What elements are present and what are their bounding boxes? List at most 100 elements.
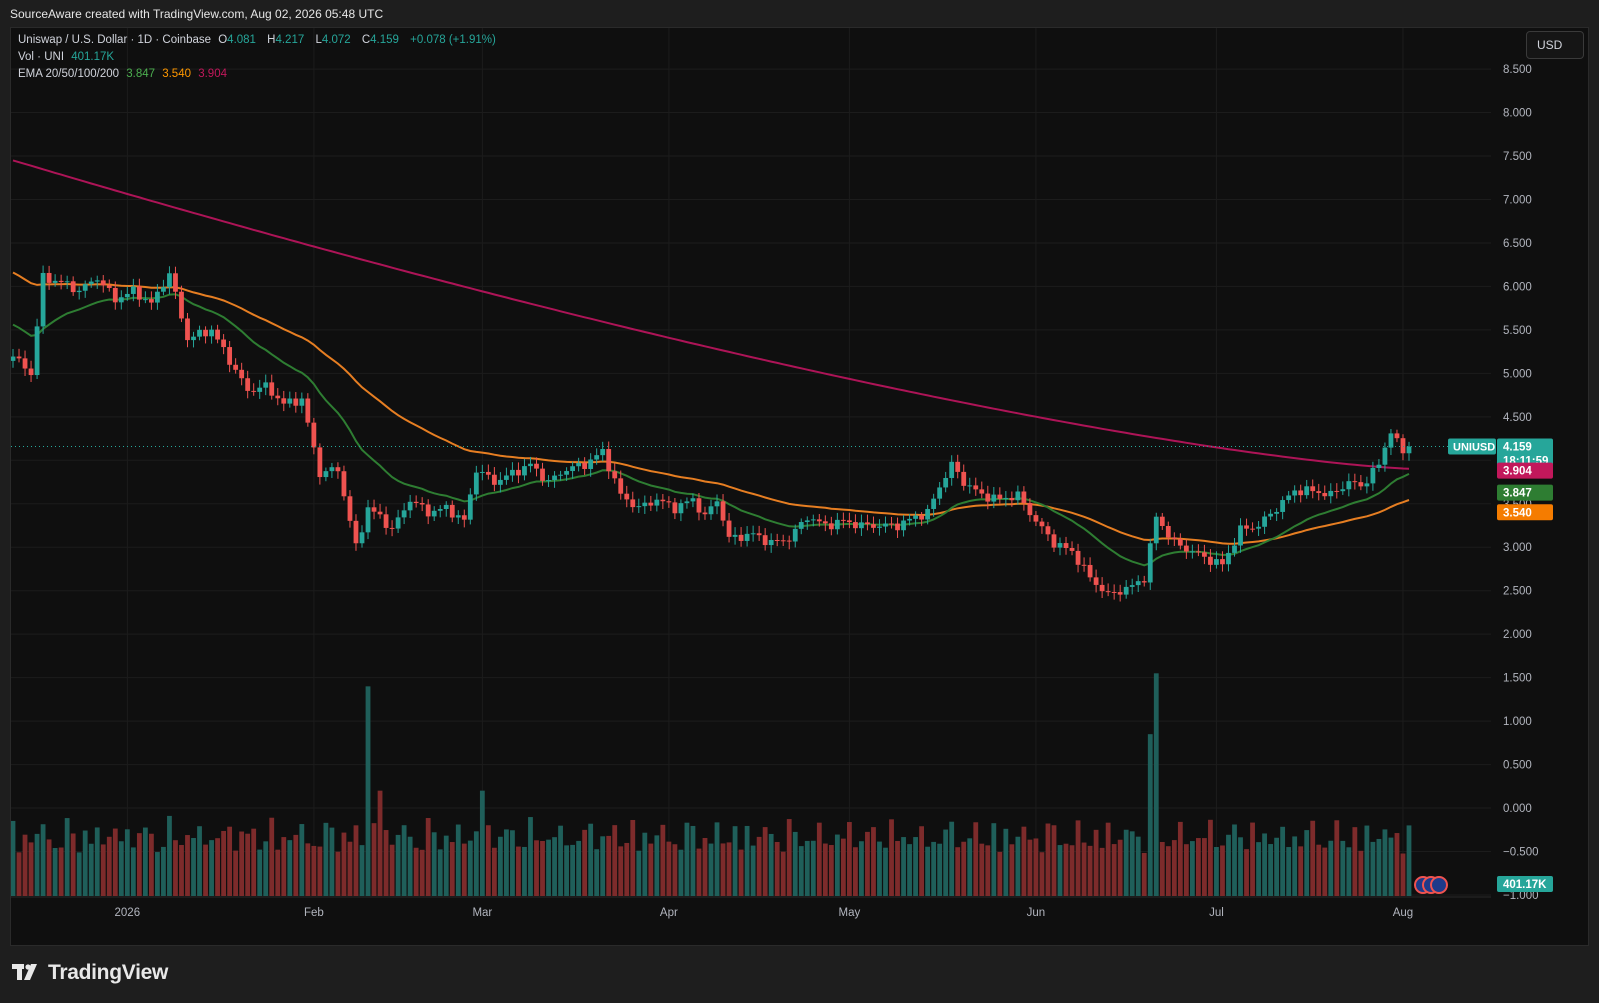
volume-bar	[173, 840, 178, 896]
candle	[185, 318, 190, 341]
candle	[1244, 525, 1249, 529]
candle	[1352, 481, 1358, 483]
candle	[311, 422, 317, 448]
volume-bar	[1286, 847, 1292, 896]
legend-volume: Vol · UNI 401.17K	[18, 51, 118, 63]
volume-bar	[64, 818, 70, 896]
candle	[654, 499, 660, 506]
volume-bar	[684, 822, 690, 896]
volume-bar	[377, 790, 383, 896]
volume-bar	[865, 831, 870, 896]
volume-bar	[365, 686, 371, 896]
volume-bar	[1208, 819, 1213, 896]
candle	[1045, 526, 1051, 535]
volume-bar	[88, 843, 94, 896]
candle	[1111, 591, 1117, 593]
volume-bar	[1358, 850, 1364, 896]
candle	[690, 498, 696, 502]
candle	[40, 272, 46, 327]
volume-bar	[449, 842, 455, 896]
volume-bar	[1388, 837, 1394, 896]
volume-bar	[877, 841, 882, 896]
candle	[1280, 500, 1286, 512]
volume-bar	[552, 837, 557, 896]
price-chart[interactable]: 8.500 8.000 7.500 7.000 6.500 6.000 5.500 5.000…	[11, 28, 1588, 945]
volume-bar	[1232, 824, 1237, 896]
candle	[660, 499, 666, 502]
volume-bar	[768, 833, 774, 896]
candle	[937, 487, 943, 499]
chart-panel[interactable]: 8.500 8.000 7.500 7.000 6.500 6.000 5.500 5.000…	[10, 27, 1589, 946]
candle	[329, 467, 335, 472]
candle	[624, 493, 630, 500]
volume-bar	[329, 827, 335, 896]
volume-bar	[497, 836, 503, 896]
legend-ema-label: EMA 20/50/100/200	[18, 68, 120, 80]
currency-button[interactable]: USD	[1526, 31, 1584, 59]
candle	[1003, 497, 1009, 499]
volume-bar	[293, 834, 299, 896]
legend-ema50-value: 3.540	[162, 68, 191, 80]
candle	[1075, 550, 1081, 565]
candle	[1226, 552, 1231, 565]
volume-bar	[227, 826, 233, 896]
candle	[534, 463, 539, 469]
candle	[1250, 528, 1255, 530]
candle	[702, 512, 708, 515]
candle	[455, 515, 461, 518]
volume-bar	[1057, 845, 1063, 896]
candle	[317, 447, 323, 478]
candle	[696, 498, 702, 513]
candle	[1328, 490, 1334, 497]
volume-bar	[1051, 825, 1057, 896]
candle	[1051, 534, 1057, 548]
volume-bar	[1183, 844, 1189, 896]
volume-bar	[1093, 829, 1099, 896]
volume-bar	[251, 828, 257, 896]
candle	[323, 471, 329, 478]
volume-bar	[148, 833, 154, 896]
x-tick-label: Apr	[660, 907, 678, 919]
volume-bar	[1334, 820, 1340, 896]
volume-bar	[425, 818, 431, 896]
candle	[1322, 493, 1328, 497]
candle	[269, 382, 275, 396]
candle	[1238, 525, 1243, 546]
legend-close: C4.159	[361, 34, 399, 46]
volume-bar	[161, 846, 166, 896]
volume-bar	[750, 845, 756, 896]
volume-bar	[335, 851, 341, 896]
candle	[582, 462, 588, 469]
volume-bar	[1370, 841, 1376, 896]
volume-bar	[1111, 844, 1117, 896]
y-tick-label: 7.500	[1503, 151, 1532, 163]
candle	[558, 474, 563, 476]
volume-bar	[209, 840, 214, 896]
candle	[907, 518, 912, 521]
candle	[750, 533, 756, 535]
candle	[594, 455, 600, 460]
candle	[919, 515, 925, 520]
volume-bar	[1069, 845, 1075, 896]
volume-bar	[1063, 843, 1069, 896]
candle	[1141, 581, 1147, 583]
legend-volume-value: 401.17K	[71, 51, 115, 63]
candle	[1310, 486, 1316, 492]
volume-bar	[1244, 849, 1249, 896]
y-tick-label: −0.500	[1503, 847, 1539, 859]
volume-bar	[786, 819, 792, 896]
volume-bar	[473, 831, 479, 896]
volume-bar	[1238, 837, 1243, 896]
candle	[281, 398, 287, 404]
y-tick-label: 5.500	[1503, 325, 1532, 337]
candle	[155, 291, 160, 303]
volume-bar	[1159, 841, 1165, 896]
volume-bar	[142, 827, 148, 896]
y-tick-label: 7.000	[1503, 194, 1532, 206]
volume-bar	[1189, 841, 1195, 896]
volume-bar	[467, 840, 473, 896]
candle	[136, 286, 142, 300]
candle	[287, 398, 293, 404]
volume-bar	[925, 846, 931, 896]
volume-bar	[937, 843, 943, 896]
